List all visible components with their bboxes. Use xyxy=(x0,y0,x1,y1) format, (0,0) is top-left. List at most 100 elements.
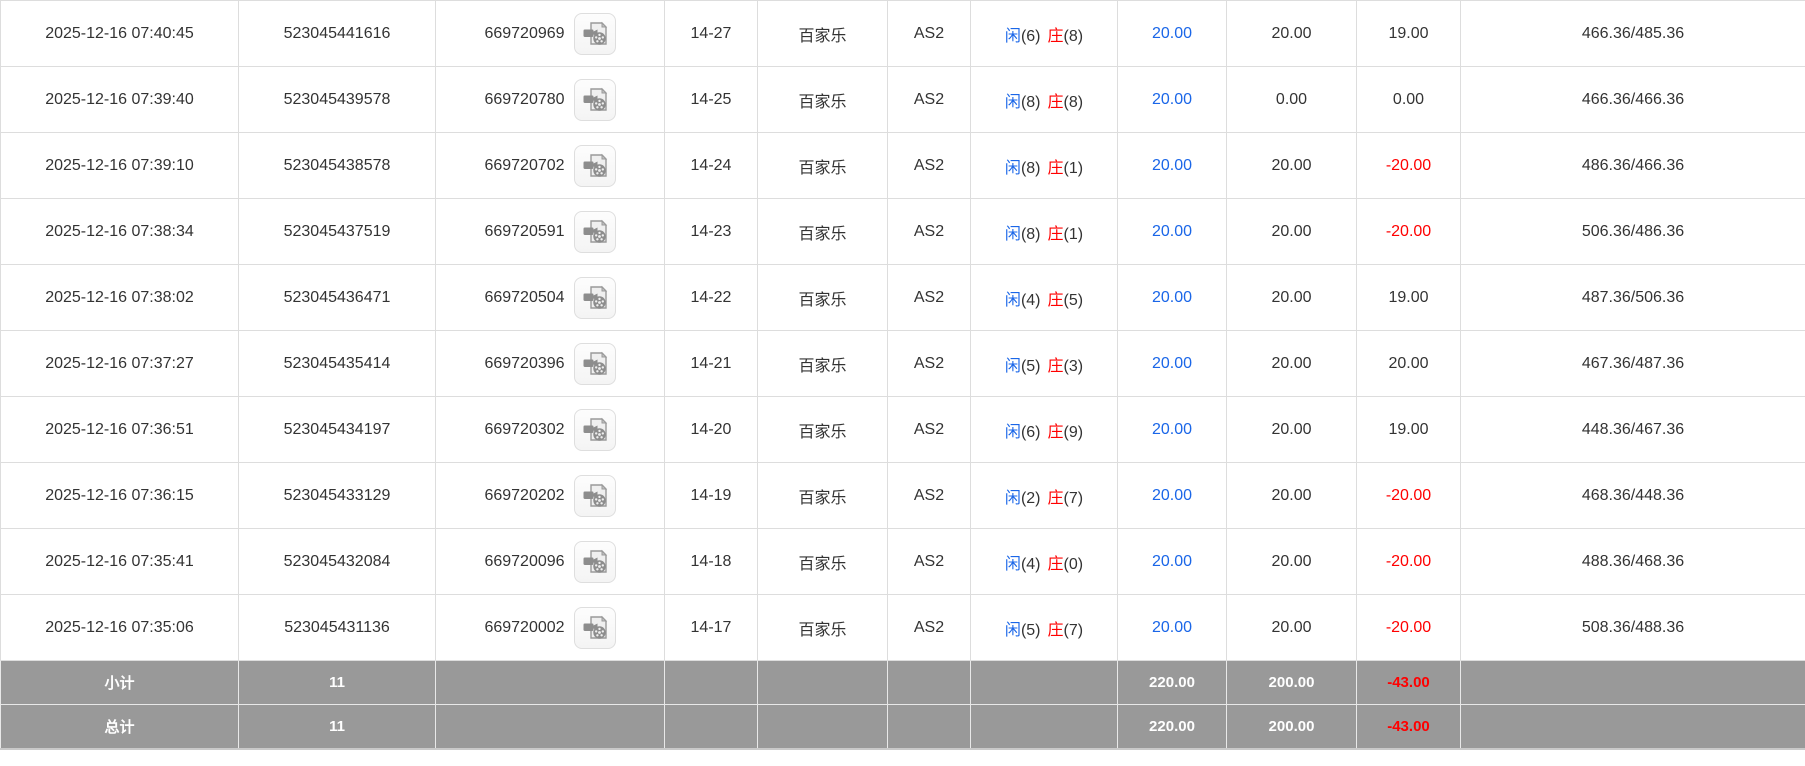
cell-round-number: 14-23 xyxy=(664,198,758,265)
summary-empty-cell xyxy=(664,660,758,705)
summary-bet-total: 220.00 xyxy=(1117,660,1227,705)
cell-balance: 486.36/466.36 xyxy=(1460,132,1805,199)
video-replay-button[interactable] xyxy=(573,276,616,319)
cell-game-result: 闲(4) 庄(5) xyxy=(970,264,1118,331)
video-replay-button[interactable] xyxy=(573,78,616,121)
summary-label: 小计 xyxy=(0,660,239,705)
cell-bet-amount: 20.00 xyxy=(1117,528,1227,595)
bet-amount-link[interactable]: 20.00 xyxy=(1151,354,1193,372)
table-row: 2025-12-16 07:37:27 523045435414 6697203… xyxy=(0,330,1805,397)
cell-balance: 467.36/487.36 xyxy=(1460,330,1805,397)
video-replay-button[interactable] xyxy=(573,210,616,253)
cell-win-loss: 19.00 xyxy=(1356,264,1461,331)
cell-valid-bet: 0.00 xyxy=(1226,66,1357,133)
summary-empty-cell xyxy=(435,660,665,705)
table-row: 2025-12-16 07:39:10 523045438578 6697207… xyxy=(0,132,1805,199)
cell-game-name: 百家乐 xyxy=(757,198,888,265)
video-film-icon xyxy=(583,483,607,507)
cell-game-name: 百家乐 xyxy=(757,66,888,133)
cell-table-code: AS2 xyxy=(887,198,971,265)
player-result-score: (6) xyxy=(1020,423,1041,441)
cell-game-name: 百家乐 xyxy=(757,0,888,67)
game-id-text: 669720096 xyxy=(484,552,565,570)
table-row: 2025-12-16 07:38:02 523045436471 6697205… xyxy=(0,264,1805,331)
video-replay-button[interactable] xyxy=(573,606,616,649)
video-replay-button[interactable] xyxy=(573,342,616,385)
bet-amount-link[interactable]: 20.00 xyxy=(1151,486,1193,504)
summary-empty-cell xyxy=(757,704,888,750)
cell-game-result: 闲(8) 庄(1) xyxy=(970,132,1118,199)
cell-bet-time: 2025-12-16 07:35:06 xyxy=(0,594,239,661)
video-replay-button[interactable] xyxy=(573,540,616,583)
cell-game-name: 百家乐 xyxy=(757,132,888,199)
cell-win-loss: 20.00 xyxy=(1356,330,1461,397)
game-id-text: 669720969 xyxy=(484,24,565,42)
banker-result-label: 庄 xyxy=(1047,621,1064,639)
summary-empty-cell xyxy=(970,704,1118,750)
cell-order-id: 523045439578 xyxy=(238,66,436,133)
player-result-label: 闲 xyxy=(1004,357,1021,375)
summary-win-loss-total: -43.00 xyxy=(1356,660,1461,705)
bet-amount-link[interactable]: 20.00 xyxy=(1151,288,1193,306)
bet-amount-link[interactable]: 20.00 xyxy=(1151,90,1193,108)
cell-bet-time: 2025-12-16 07:36:51 xyxy=(0,396,239,463)
cell-bet-amount: 20.00 xyxy=(1117,132,1227,199)
video-film-icon xyxy=(583,153,607,177)
cell-table-code: AS2 xyxy=(887,0,971,67)
cell-balance: 506.36/486.36 xyxy=(1460,198,1805,265)
cell-balance: 466.36/485.36 xyxy=(1460,0,1805,67)
bet-amount-link[interactable]: 20.00 xyxy=(1151,222,1193,240)
cell-order-id: 523045438578 xyxy=(238,132,436,199)
cell-valid-bet: 20.00 xyxy=(1226,132,1357,199)
banker-result-score: (3) xyxy=(1063,357,1084,375)
game-id-text: 669720780 xyxy=(484,90,565,108)
cell-order-id: 523045436471 xyxy=(238,264,436,331)
video-replay-button[interactable] xyxy=(573,144,616,187)
bet-amount-link[interactable]: 20.00 xyxy=(1151,618,1193,636)
cell-game-id: 669720702 xyxy=(435,132,665,199)
banker-result-label: 庄 xyxy=(1047,27,1064,45)
player-result-label: 闲 xyxy=(1004,93,1021,111)
cell-bet-time: 2025-12-16 07:38:02 xyxy=(0,264,239,331)
video-replay-button[interactable] xyxy=(573,12,616,55)
banker-result-label: 庄 xyxy=(1047,555,1064,573)
cell-balance: 508.36/488.36 xyxy=(1460,594,1805,661)
cell-game-id: 669720096 xyxy=(435,528,665,595)
bet-amount-link[interactable]: 20.00 xyxy=(1151,156,1193,174)
banker-result-label: 庄 xyxy=(1047,489,1064,507)
cell-game-result: 闲(2) 庄(7) xyxy=(970,462,1118,529)
video-replay-button[interactable] xyxy=(573,408,616,451)
cell-win-loss: 0.00 xyxy=(1356,66,1461,133)
bet-amount-link[interactable]: 20.00 xyxy=(1151,24,1193,42)
cell-game-id: 669720396 xyxy=(435,330,665,397)
cell-round-number: 14-24 xyxy=(664,132,758,199)
game-id-text: 669720504 xyxy=(484,288,565,306)
cell-table-code: AS2 xyxy=(887,330,971,397)
game-id-text: 669720202 xyxy=(484,486,565,504)
cell-order-id: 523045431136 xyxy=(238,594,436,661)
video-replay-button[interactable] xyxy=(573,474,616,517)
player-result-score: (4) xyxy=(1020,555,1041,573)
cell-balance: 448.36/467.36 xyxy=(1460,396,1805,463)
game-id-text: 669720302 xyxy=(484,420,565,438)
cell-order-id: 523045441616 xyxy=(238,0,436,67)
bet-amount-link[interactable]: 20.00 xyxy=(1151,420,1193,438)
summary-empty-cell xyxy=(887,660,971,705)
table-row: 2025-12-16 07:39:40 523045439578 6697207… xyxy=(0,66,1805,133)
cell-order-id: 523045432084 xyxy=(238,528,436,595)
player-result-score: (8) xyxy=(1020,159,1041,177)
banker-result-label: 庄 xyxy=(1047,423,1064,441)
cell-bet-amount: 20.00 xyxy=(1117,462,1227,529)
cell-table-code: AS2 xyxy=(887,528,971,595)
summary-empty-cell xyxy=(664,704,758,750)
player-result-label: 闲 xyxy=(1004,291,1021,309)
game-id-text: 669720702 xyxy=(484,156,565,174)
cell-valid-bet: 20.00 xyxy=(1226,528,1357,595)
cell-table-code: AS2 xyxy=(887,264,971,331)
cell-bet-amount: 20.00 xyxy=(1117,0,1227,67)
bet-amount-link[interactable]: 20.00 xyxy=(1151,552,1193,570)
cell-game-result: 闲(5) 庄(3) xyxy=(970,330,1118,397)
cell-game-name: 百家乐 xyxy=(757,330,888,397)
cell-valid-bet: 20.00 xyxy=(1226,198,1357,265)
cell-order-id: 523045434197 xyxy=(238,396,436,463)
